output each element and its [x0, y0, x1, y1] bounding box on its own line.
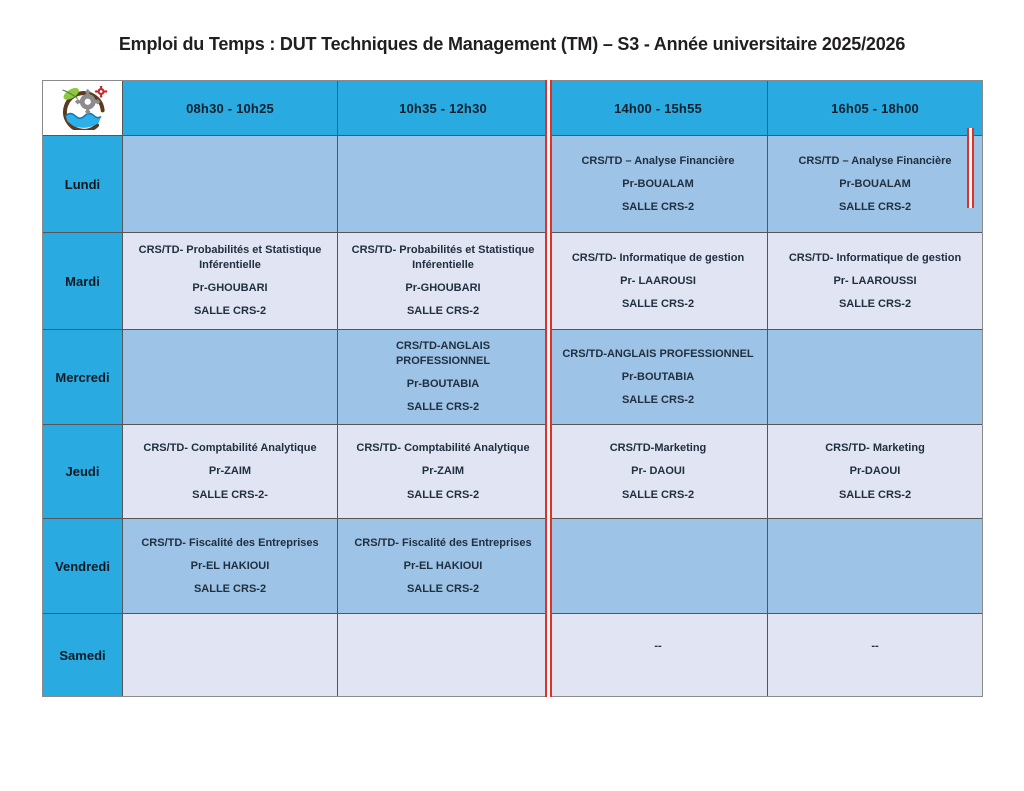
cell-vendredi-slot2: CRS/TD- Fiscalité des Entreprises Pr-EL …	[338, 519, 549, 614]
cell-vendredi-slot3	[549, 519, 768, 614]
cell-vendredi-slot1: CRS/TD- Fiscalité des Entreprises Pr-EL …	[123, 519, 338, 614]
cell-mardi-slot4: CRS/TD- Informatique de gestion Pr- LAAR…	[768, 233, 982, 330]
course-name: CRS/TD-Marketing	[609, 442, 707, 455]
room-name: SALLE CRS-2	[621, 201, 695, 214]
course-name: CRS/TD – Analyse Financière	[581, 154, 735, 167]
day-label-lundi: Lundi	[43, 136, 123, 233]
timetable: 08h30 - 10h25 10h35 - 12h30 14h00 - 15h5…	[42, 80, 983, 697]
professor-name: Pr- LAAROUSSI	[833, 274, 917, 287]
room-name: SALLE CRS-2	[621, 488, 695, 501]
timeslot-header-4: 16h05 - 18h00	[768, 81, 982, 136]
course-name: CRS/TD- Marketing	[825, 442, 925, 455]
course-name: CRS/TD- Informatique de gestion	[788, 251, 962, 264]
cell-lundi-slot2	[338, 136, 549, 233]
cell-lundi-slot1	[123, 136, 338, 233]
cell-samedi-slot4: --	[768, 614, 982, 696]
day-label-vendredi: Vendredi	[43, 519, 123, 614]
course-name: --	[871, 639, 879, 652]
cell-mercredi-slot2: CRS/TD-ANGLAIS PROFESSIONNEL Pr-BOUTABIA…	[338, 330, 549, 425]
room-name: SALLE CRS-2	[838, 488, 912, 501]
room-name: SALLE CRS-2	[406, 583, 480, 596]
room-name: SALLE CRS-2	[406, 488, 480, 501]
room-name: SALLE CRS-2	[193, 305, 267, 318]
course-name: CRS/TD- Fiscalité des Entreprises	[141, 536, 319, 549]
course-name: CRS/TD- Probabilités et Statistique Infé…	[351, 244, 535, 271]
room-name: SALLE CRS-2	[838, 201, 912, 214]
timeslot-header-3: 14h00 - 15h55	[549, 81, 768, 136]
professor-name: Pr-ZAIM	[208, 465, 252, 478]
timetable-grid: 08h30 - 10h25 10h35 - 12h30 14h00 - 15h5…	[42, 80, 983, 697]
course-name: CRS/TD- Comptabilité Analytique	[143, 442, 317, 455]
timeslot-header-2: 10h35 - 12h30	[338, 81, 549, 136]
course-name: CRS/TD- Informatique de gestion	[571, 251, 745, 264]
professor-name: Pr-BOUTABIA	[621, 370, 695, 383]
cell-mardi-slot2: CRS/TD- Probabilités et Statistique Infé…	[338, 233, 549, 330]
day-label-samedi: Samedi	[43, 614, 123, 696]
professor-name: Pr-BOUALAM	[622, 177, 694, 190]
cell-jeudi-slot3: CRS/TD-Marketing Pr- DAOUI SALLE CRS-2	[549, 425, 768, 519]
professor-name: Pr-GHOUBARI	[405, 282, 481, 294]
cell-mardi-slot3: CRS/TD- Informatique de gestion Pr- LAAR…	[549, 233, 768, 330]
course-name: CRS/TD- Fiscalité des Entreprises	[354, 536, 532, 549]
professor-name: Pr-DAOUI	[849, 465, 901, 478]
cell-jeudi-slot4: CRS/TD- Marketing Pr-DAOUI SALLE CRS-2	[768, 425, 982, 519]
logo-cell	[43, 81, 123, 136]
cell-mardi-slot1: CRS/TD- Probabilités et Statistique Infé…	[123, 233, 338, 330]
cell-mercredi-slot4	[768, 330, 982, 425]
day-label-mardi: Mardi	[43, 233, 123, 330]
professor-name: Pr-ZAIM	[421, 465, 465, 478]
timeslot-header-1: 08h30 - 10h25	[123, 81, 338, 136]
professor-name: Pr-BOUALAM	[839, 177, 911, 190]
page-title: Emploi du Temps : DUT Techniques de Mana…	[118, 34, 906, 54]
course-name: CRS/TD- Probabilités et Statistique Infé…	[138, 244, 322, 271]
cell-samedi-slot3: --	[549, 614, 768, 696]
cell-lundi-slot4: CRS/TD – Analyse Financière Pr-BOUALAM S…	[768, 136, 982, 233]
eco-gear-logo-icon	[61, 86, 108, 130]
room-name: SALLE CRS-2	[193, 583, 267, 596]
cell-samedi-slot1	[123, 614, 338, 696]
cell-mercredi-slot3: CRS/TD-ANGLAIS PROFESSIONNEL Pr-BOUTABIA…	[549, 330, 768, 425]
cell-jeudi-slot1: CRS/TD- Comptabilité Analytique Pr-ZAIM …	[123, 425, 338, 519]
professor-name: Pr-BOUTABIA	[406, 378, 480, 390]
course-name: CRS/TD-ANGLAIS PROFESSIONNEL	[562, 347, 754, 360]
course-name: CRS/TD- Comptabilité Analytique	[356, 442, 530, 455]
professor-name: Pr-EL HAKIOUI	[190, 559, 270, 572]
day-label-mercredi: Mercredi	[43, 330, 123, 425]
room-name: SALLE CRS-2-	[192, 488, 268, 501]
cell-vendredi-slot4	[768, 519, 982, 614]
professor-name: Pr-EL HAKIOUI	[403, 559, 483, 572]
course-name: --	[654, 639, 662, 652]
room-name: SALLE CRS-2	[406, 305, 480, 318]
course-name: CRS/TD – Analyse Financière	[798, 154, 952, 167]
course-name: CRS/TD-ANGLAIS PROFESSIONNEL	[395, 340, 491, 367]
cell-lundi-slot3: CRS/TD – Analyse Financière Pr-BOUALAM S…	[549, 136, 768, 233]
cell-mercredi-slot1	[123, 330, 338, 425]
professor-name: Pr- DAOUI	[631, 465, 685, 478]
room-name: SALLE CRS-2	[621, 298, 695, 311]
professor-name: Pr- LAAROUSI	[620, 274, 696, 287]
professor-name: Pr-GHOUBARI	[192, 282, 268, 294]
cell-samedi-slot2	[338, 614, 549, 696]
room-name: SALLE CRS-2	[406, 401, 480, 414]
day-label-jeudi: Jeudi	[43, 425, 123, 519]
cell-jeudi-slot2: CRS/TD- Comptabilité Analytique Pr-ZAIM …	[338, 425, 549, 519]
room-name: SALLE CRS-2	[621, 394, 695, 407]
room-name: SALLE CRS-2	[838, 298, 912, 311]
